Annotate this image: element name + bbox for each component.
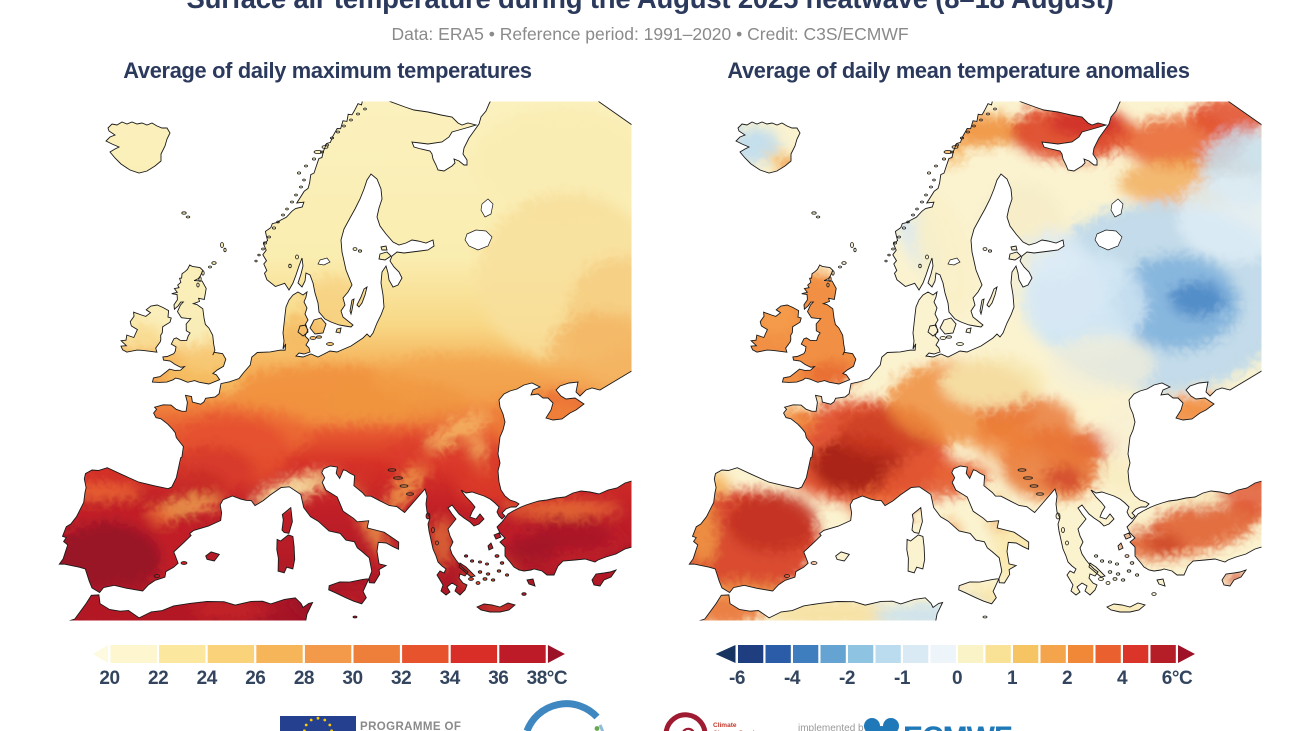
svg-text:-4: -4: [784, 668, 801, 689]
svg-text:22: 22: [148, 668, 168, 689]
svg-text:-6: -6: [729, 668, 745, 689]
svg-text:28: 28: [294, 668, 314, 689]
svg-text:20: 20: [99, 668, 119, 689]
svg-text:24: 24: [197, 668, 218, 689]
svg-text:Climate: Climate: [713, 722, 737, 729]
svg-text:2: 2: [1062, 668, 1072, 689]
svg-text:30: 30: [342, 668, 362, 689]
svg-text:6°C: 6°C: [1162, 668, 1193, 689]
svg-text:34: 34: [440, 668, 461, 689]
svg-text:4: 4: [1117, 668, 1128, 689]
svg-text:implemented by: implemented by: [798, 723, 869, 731]
svg-text:-1: -1: [894, 668, 911, 689]
svg-text:32: 32: [391, 668, 411, 689]
svg-text:-2: -2: [839, 668, 855, 689]
svg-text:38°C: 38°C: [527, 668, 568, 689]
svg-text:0: 0: [952, 668, 962, 689]
svg-text:ECMWF: ECMWF: [903, 721, 1012, 731]
svg-text:1: 1: [1007, 668, 1018, 689]
svg-text:26: 26: [245, 668, 265, 689]
svg-text:PROGRAMME OF: PROGRAMME OF: [360, 721, 461, 731]
svg-text:36: 36: [488, 668, 508, 689]
